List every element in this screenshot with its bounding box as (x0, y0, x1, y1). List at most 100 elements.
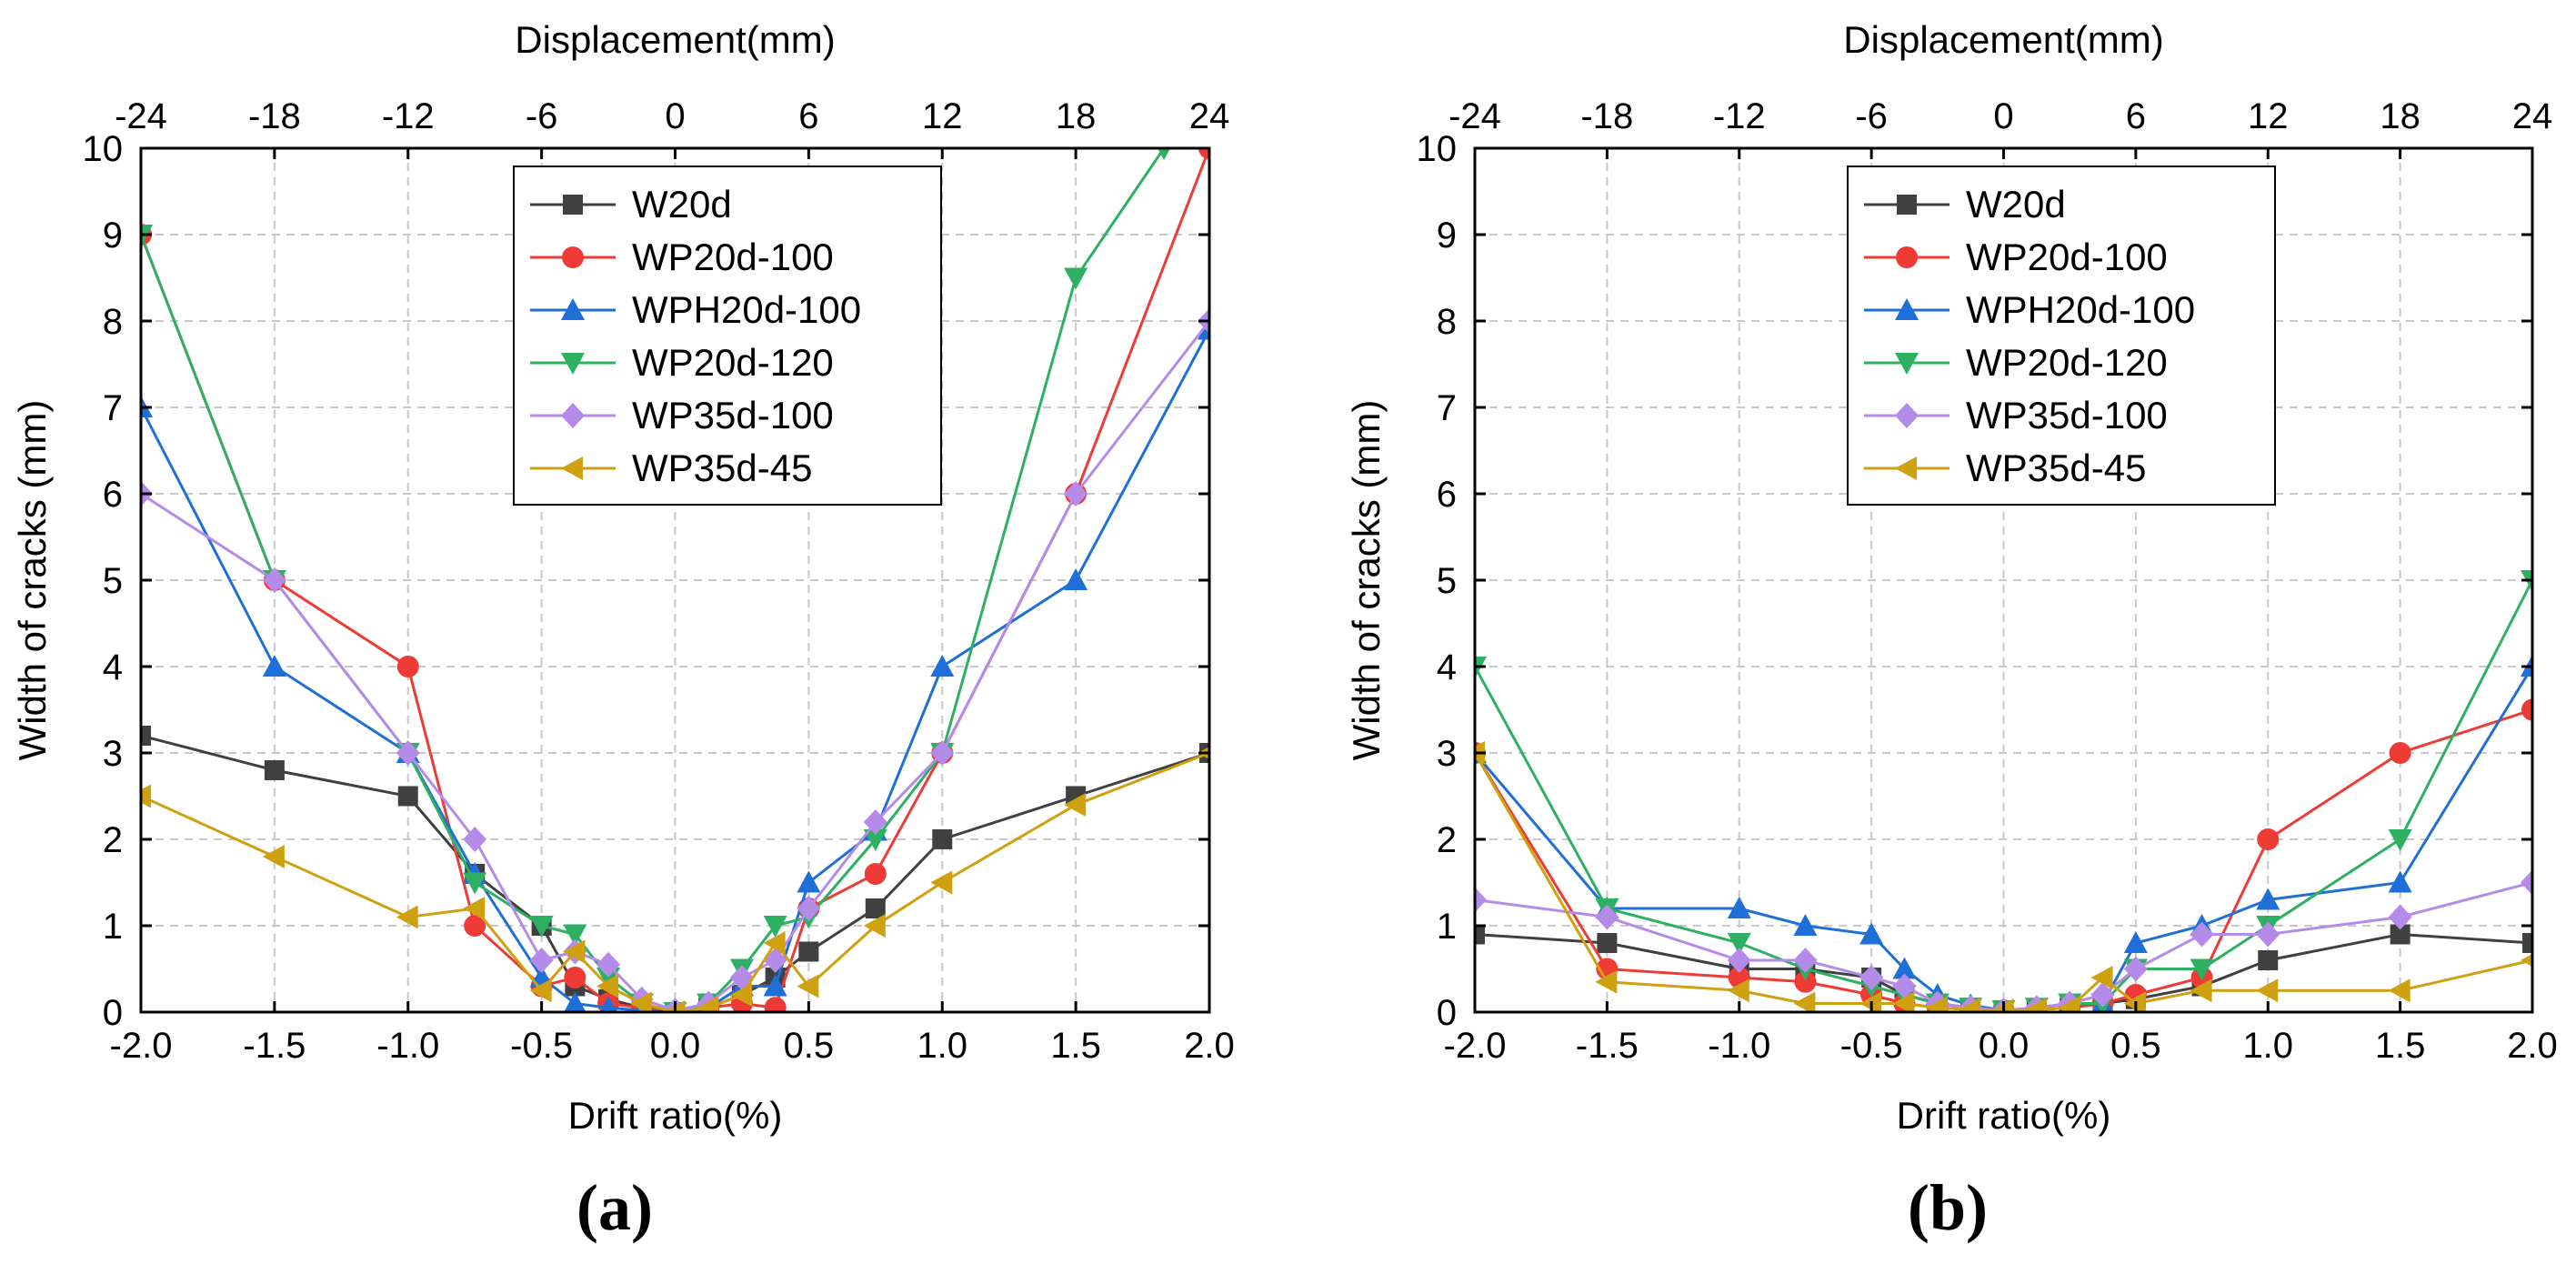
data-point-wp35d-45 (2058, 996, 2080, 1012)
data-point-wp35d-45 (2090, 966, 2113, 989)
data-point-wp20d-100 (2389, 742, 2411, 764)
y-tick-label: 1 (1437, 907, 1457, 947)
data-point-wph20d-100 (1793, 914, 1818, 936)
data-point-wp35d-100 (596, 951, 621, 978)
data-point-wp20d-120 (1064, 267, 1088, 290)
data-point-wp35d-45 (1793, 991, 1816, 1012)
x-tick-label: -1.5 (1576, 1026, 1639, 1066)
data-point-wp35d-45 (1595, 969, 1618, 994)
data-point-wp20d-120 (2388, 829, 2412, 851)
legend-box (513, 166, 942, 506)
data-point-wp35d-100 (1727, 948, 1751, 973)
data-point-wp20d-100 (864, 863, 887, 885)
legend-marker-wp35d-45 (561, 456, 583, 480)
data-point-wp35d-45 (697, 996, 719, 1012)
series-line-wp20d-120 (141, 148, 1166, 1012)
data-point-wp35d-45 (141, 784, 151, 808)
y-tick-label: 0 (1437, 993, 1457, 1033)
legend-label: WP35d-45 (1966, 446, 2146, 489)
legend-label: WP35d-100 (632, 394, 834, 436)
panel-label-a: (a) (576, 1171, 653, 1244)
y-tick-label: 9 (1437, 216, 1457, 256)
data-point-wph20d-100 (262, 655, 286, 677)
series-line-wph20d-100 (141, 328, 1209, 1012)
data-point-wp35d-100 (262, 567, 286, 593)
data-point-wp35d-45 (629, 991, 652, 1012)
data-point-wp35d-45 (563, 939, 586, 964)
legend-box (1847, 166, 2276, 506)
data-point-w20d (264, 760, 285, 780)
data-point-wp35d-45 (930, 870, 953, 895)
x2-tick-label: -12 (382, 96, 435, 136)
legend-label: W20d (632, 183, 732, 226)
data-point-wp35d-100 (529, 948, 554, 973)
data-point-wp20d-100 (396, 656, 419, 677)
legend-item-wph20d-100: WPH20d-100 (530, 288, 861, 331)
legend-item-wp20d-120: WP20d-120 (530, 341, 834, 384)
x2-tick-label: 18 (1056, 96, 1097, 136)
data-point-w20d (2258, 950, 2279, 970)
y-tick-label: 6 (103, 475, 123, 515)
x2-tick-label: 0 (665, 96, 685, 136)
x2-tick-label: 12 (2248, 96, 2289, 136)
data-point-wp35d-100 (1064, 481, 1088, 507)
x2-tick-label: -18 (1580, 96, 1633, 136)
data-point-wp35d-100 (463, 827, 487, 852)
data-point-wp35d-45 (1959, 998, 1981, 1012)
series-wp35d-45 (1475, 741, 2532, 1012)
data-point-wph20d-100 (1859, 922, 1884, 945)
x-tick-label: -2.0 (1444, 1026, 1507, 1066)
x-tick-label: 1.0 (917, 1026, 967, 1066)
data-point-wph20d-100 (2256, 888, 2280, 910)
data-point-wp20d-100 (2257, 828, 2280, 850)
data-point-wp20d-100 (564, 967, 586, 988)
x2-tick-label: 24 (2512, 96, 2553, 136)
data-point-wp20d-120 (1727, 933, 1751, 955)
data-point-wp20d-120 (463, 872, 487, 895)
data-point-wp35d-45 (2256, 978, 2279, 1003)
data-point-wp20d-120 (596, 968, 621, 989)
data-point-w20d (1597, 933, 1618, 953)
data-point-wp35d-45 (1727, 978, 1749, 1003)
data-point-w20d (2522, 933, 2532, 953)
legend-marker-wp20d-100 (1896, 246, 1918, 268)
data-point-wp35d-45 (463, 897, 486, 920)
x-tick-label: 1.5 (1050, 1026, 1101, 1066)
x-tick-label: 2.0 (1184, 1026, 1235, 1066)
data-point-wp35d-100 (1475, 887, 1487, 913)
legend-item-wp20d-120: WP20d-120 (1864, 341, 2168, 384)
y-tick-label: 7 (103, 388, 123, 428)
y-tick-label: 5 (103, 561, 123, 601)
data-point-w20d (2390, 924, 2411, 945)
data-point-wp35d-45 (763, 931, 786, 955)
plot-area (141, 148, 1209, 1012)
data-point-wp35d-100 (2190, 921, 2214, 948)
data-point-wp35d-45 (529, 978, 552, 1003)
data-point-wp35d-45 (396, 905, 418, 929)
data-point-wph20d-100 (1064, 568, 1088, 590)
x2-tick-label: 6 (2126, 96, 2146, 136)
data-point-wp35d-45 (2190, 978, 2212, 1003)
data-point-wph20d-100 (1892, 957, 1917, 979)
data-point-wp35d-100 (2123, 956, 2148, 982)
data-point-wph20d-100 (599, 996, 617, 1012)
legend-marker-wp20d-100 (562, 246, 584, 268)
x2-tick-label: -24 (115, 96, 167, 136)
legend-marker-wph20d-100 (1895, 298, 1919, 320)
x-tick-label: -1.0 (1708, 1026, 1770, 1066)
legend-label: WP20d-120 (632, 341, 834, 384)
data-point-wp35d-100 (797, 896, 821, 921)
data-point-wph20d-100 (564, 991, 586, 1012)
x-tick-label: -0.5 (1840, 1026, 1903, 1066)
panel-label-b: (b) (1908, 1171, 1988, 1244)
legend: W20d WP20d-100 WPH20d-100 WP20d-120 WP35d-10… (1847, 166, 2276, 506)
data-point-wph20d-100 (2123, 931, 2148, 953)
legend-marker-w20d (563, 195, 583, 215)
x-tick-label: 0.5 (2110, 1026, 2161, 1066)
y-tick-label: 8 (103, 302, 123, 342)
data-point-wp35d-45 (2024, 998, 2047, 1012)
data-point-wp35d-100 (930, 740, 955, 766)
x2-tick-label: 0 (1993, 96, 2013, 136)
axes: -2.0-24-1.5-18-1.0-12-0.5-60.000.561.012… (1417, 96, 2558, 1066)
